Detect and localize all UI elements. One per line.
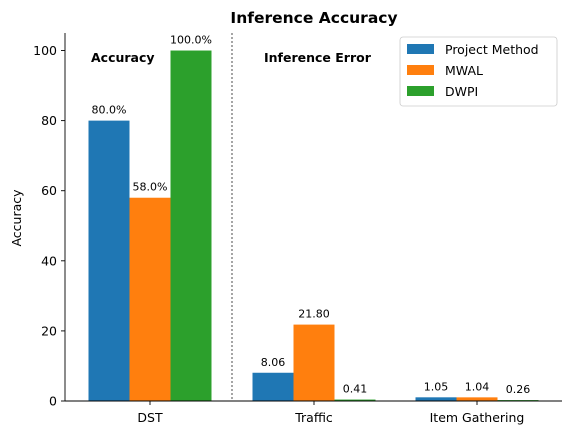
y-tick-label: 0 xyxy=(49,394,57,409)
legend-label: Project Method xyxy=(445,42,539,57)
data-label: 1.04 xyxy=(465,380,490,393)
legend: Project Method MWAL DWPI xyxy=(399,36,558,107)
x-tick-labels: DST Traffic Item Gathering xyxy=(137,401,524,425)
section-label-accuracy: Accuracy xyxy=(91,50,155,65)
y-tick-label: 40 xyxy=(41,253,57,268)
data-label: 21.80 xyxy=(298,308,330,321)
data-label: 8.06 xyxy=(261,356,286,369)
legend-swatch xyxy=(407,86,434,96)
bar xyxy=(252,372,294,401)
data-label: 1.05 xyxy=(424,380,449,393)
chart-title: Inference Accuracy xyxy=(230,9,397,27)
section-label-inference-error: Inference Error xyxy=(264,50,372,65)
x-tick-label: Item Gathering xyxy=(430,410,525,425)
y-tick-label: 20 xyxy=(41,323,57,338)
bar xyxy=(334,399,376,401)
y-tick-label: 60 xyxy=(41,183,57,198)
x-tick-label: DST xyxy=(137,410,163,425)
data-label: 0.41 xyxy=(343,383,368,396)
data-label: 100.0% xyxy=(170,34,212,47)
y-ticks: 0 20 40 60 80 100 xyxy=(33,43,65,409)
bar xyxy=(456,397,498,401)
y-tick-label: 100 xyxy=(33,43,57,58)
bar xyxy=(170,50,212,402)
bars: 80.0% 58.0% 100.0% 8.06 21.80 0.41 1.05 1.04 0.2… xyxy=(88,34,539,402)
legend-label: DWPI xyxy=(445,84,478,99)
data-label: 58.0% xyxy=(133,181,168,194)
legend-swatch xyxy=(407,44,434,54)
data-label: 0.26 xyxy=(506,383,531,396)
legend-frame xyxy=(399,36,558,107)
legend-label: MWAL xyxy=(445,63,483,78)
bar xyxy=(293,324,335,401)
bar xyxy=(88,120,130,401)
data-label: 80.0% xyxy=(92,104,127,117)
y-axis-label: Accuracy xyxy=(9,189,24,247)
bar xyxy=(497,400,539,401)
bar xyxy=(415,397,457,401)
bar xyxy=(129,197,171,401)
legend-swatch xyxy=(407,65,434,75)
x-tick-label: Traffic xyxy=(294,410,333,425)
y-tick-label: 80 xyxy=(41,113,57,128)
